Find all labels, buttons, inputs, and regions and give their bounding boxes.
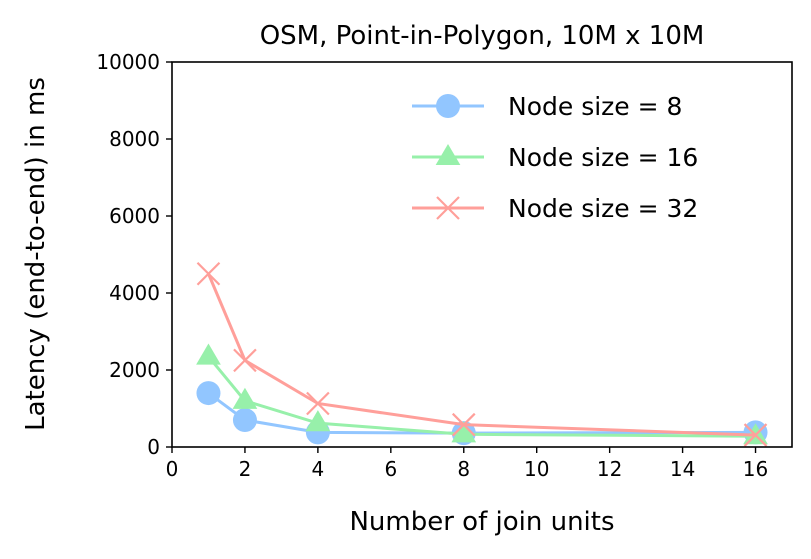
x-tick-label: 4 [312,457,325,481]
data-point [232,408,257,433]
y-tick-label: 8000 [109,127,160,151]
y-tick-label: 10000 [96,50,160,74]
data-point [196,343,221,365]
data-point [196,381,221,406]
x-tick-label: 6 [384,457,397,481]
data-point [451,412,476,437]
x-tick-label: 14 [670,457,695,481]
legend-marker [436,94,460,118]
y-tick-label: 0 [147,435,160,459]
legend-label: Node size = 16 [508,143,698,172]
legend-marker [435,144,461,166]
series-line [207,391,756,435]
y-tick-label: 6000 [109,204,160,228]
series-2 [196,343,768,445]
x-tick-label: 16 [743,457,768,481]
x-tick-label: 10 [524,457,549,481]
x-tick-label: 0 [166,457,179,481]
chart-title: OSM, Point-in-Polygon, 10M x 10M [260,21,705,51]
series-3 [196,261,768,447]
x-tick-label: 8 [457,457,470,481]
y-tick-label: 2000 [109,358,160,382]
data-point [196,261,221,286]
legend-label: Node size = 8 [508,92,682,121]
legend: Node size = 8 Node size = 16 Node size = 3… [412,92,698,223]
legend-item: Node size = 16 [412,143,698,172]
data-point [305,410,331,432]
legend-label: Node size = 32 [508,194,698,223]
data-point [306,391,330,416]
series-layer [196,261,768,447]
axis-ticks: 0 2 4 6 8 10 12 14 16 0 2000 4000 6000 8000 10000 [96,50,768,481]
legend-item: Node size = 8 [412,92,682,121]
x-axis-label: Number of join units [349,507,614,537]
x-tick-label: 2 [239,457,252,481]
x-tick-label: 12 [597,457,622,481]
plot-frame [171,61,793,448]
y-axis-label: Latency (end-to-end) in ms [21,77,51,431]
y-tick-label: 4000 [109,281,160,305]
data-point [233,348,257,373]
legend-marker [436,196,460,220]
data-point [232,387,258,409]
legend-item: Node size = 32 [412,194,698,223]
data-point [743,423,768,447]
series-line [207,273,756,437]
data-point [451,421,477,443]
